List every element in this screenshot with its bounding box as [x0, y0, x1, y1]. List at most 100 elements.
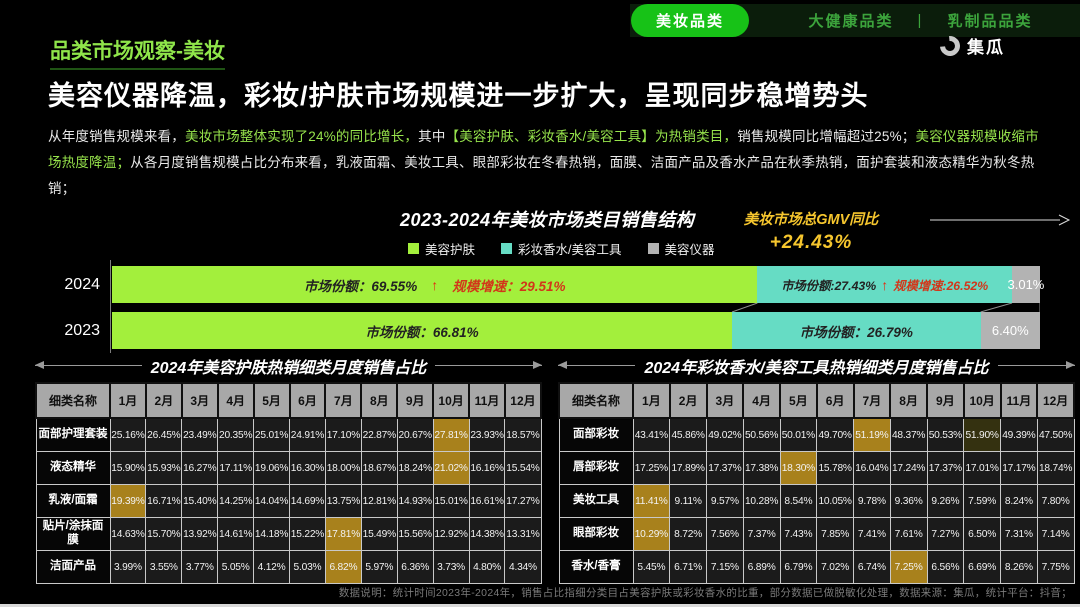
skincare-monthly-table: 2024年美容护肤热销细类月度销售占比细类名称 1月 2月 3月 4月 5月 6月 7月 8月 9…	[35, 354, 543, 584]
table-title: 2024年美容护肤热销细类月度销售占比	[150, 359, 427, 377]
bar-share-label: 市场份额：26.79%	[799, 324, 913, 340]
intro-segment: 从年度销售规模来看，	[48, 129, 185, 144]
row-label: 眼部彩妆	[558, 517, 634, 551]
column-header: 12月	[1036, 382, 1075, 419]
table-cell: 10.05%	[816, 484, 854, 518]
table-cell: 49.39%	[1000, 417, 1038, 452]
bar-value-label: 3.01%	[1007, 277, 1045, 292]
intro-paragraph: 从年度销售规模来看，美妆市场整体实现了24%的同比增长，其中【美容护肤、彩妆香水…	[48, 124, 1050, 202]
table-row: 眼部彩妆 10.29% 8.72% 7.56% 7.37% 7.43% 7.85% 7.41%…	[558, 517, 1075, 551]
table-cell: 6.69%	[963, 550, 1001, 584]
row-label: 香水/香膏	[558, 550, 634, 584]
table-cell: 14.93%	[396, 484, 434, 518]
table-cell: 9.78%	[853, 484, 891, 518]
table-cell: 6.74%	[853, 550, 891, 584]
table-cell: 7.15%	[706, 550, 744, 584]
table-cell: 12.81%	[360, 484, 398, 518]
table-cell: 50.53%	[926, 417, 965, 452]
legend-label: 彩妆香水/美容工具	[518, 243, 622, 257]
table-cell: 14.63%	[109, 517, 147, 551]
gmv-callout: 美妆市场总GMV同比 +24.43%	[736, 208, 886, 254]
legend-item-skincare: 美容护肤	[408, 239, 475, 258]
table-cell: 3.55%	[145, 550, 183, 584]
left-arrow-icon	[558, 361, 636, 369]
table-row: 贴片/涂抹面膜 14.63% 15.70% 13.92% 14.61% 14.18% 15.…	[35, 517, 542, 551]
bar-growth-label: 规模增速:26.52%	[893, 278, 989, 293]
table-title-row: 2024年美容护肤热销细类月度销售占比	[35, 354, 543, 377]
tab-beauty-category[interactable]: 美妆品类	[631, 4, 749, 37]
table-cell: 14.69%	[289, 484, 326, 518]
table-cell: 6.71%	[669, 550, 707, 584]
table-cell: 7.37%	[742, 517, 781, 551]
table-header-row: 细类名称 1月 2月 3月 4月 5月 6月 7月 8月 9月 10月 11月 12月	[35, 382, 543, 419]
column-header: 6月	[288, 382, 327, 419]
table-cell: 15.70%	[145, 517, 183, 551]
column-header: 10月	[962, 382, 1002, 419]
legend-label: 美容仪器	[664, 243, 715, 257]
bar-segment-2024-device: 3.01%	[1008, 266, 1044, 303]
table-cell: 15.40%	[181, 484, 219, 518]
chart-legend: 美容护肤 彩妆香水/美容工具 美容仪器	[408, 239, 715, 258]
row-label: 美妆工具	[558, 484, 634, 518]
table-cell: 6.56%	[926, 550, 965, 584]
data-disclaimer: 数据说明：统计时间2023年-2024年，销售占比指细分类目占美容护肤或彩妆香水…	[338, 587, 1072, 599]
table-cell: 15.93%	[145, 451, 183, 485]
table-cell: 23.93%	[468, 417, 506, 452]
bar-share-label: 市场份额：66.81%	[365, 324, 479, 340]
table-cell: 13.31%	[504, 517, 542, 551]
table-cell: 14.04%	[253, 484, 291, 518]
table-cell: 17.17%	[1000, 451, 1038, 485]
row-label: 唇部彩妆	[558, 451, 634, 485]
table-row: 液态精华 15.90% 15.93% 16.27% 17.11% 19.06% 16.30%…	[35, 451, 542, 485]
table-cell: 3.73%	[432, 550, 470, 584]
table-cell: 9.57%	[706, 484, 744, 518]
table-cell: 24.91%	[289, 417, 326, 452]
table-cell: 14.38%	[468, 517, 506, 551]
table-cell: 7.59%	[963, 484, 1001, 518]
column-header: 8月	[360, 382, 399, 419]
intro-segment: 【美容护肤、彩妆香水/美容工具】为热销类目，	[445, 129, 738, 144]
table-cell: 6.82%	[324, 550, 362, 584]
intro-segment: 其中	[418, 129, 446, 144]
table-cell: 14.61%	[217, 517, 255, 551]
table-row: 乳液/面霜 19.39% 16.71% 15.40% 14.25% 14.04% 14.69…	[35, 484, 542, 518]
table-cell: 48.37%	[889, 417, 928, 452]
tab-health-category[interactable]: 大健康品类	[808, 13, 894, 30]
table-row: 洁面产品 3.99% 3.55% 3.77% 5.05% 4.12% 5.03% 6.82% 5…	[35, 550, 542, 584]
table-cell: 11.41%	[632, 484, 671, 518]
table-cell: 20.67%	[396, 417, 434, 452]
table-row: 美妆工具 11.41% 9.11% 9.57% 10.28% 8.54% 10.05% 9.7…	[558, 484, 1075, 518]
table-title: 2024年彩妆香水/美容工具热销细类月度销售占比	[644, 359, 989, 377]
table-cell: 3.99%	[109, 550, 147, 584]
table-cell: 27.81%	[432, 417, 470, 452]
column-header: 11月	[999, 382, 1039, 419]
bar-segment-2024-skincare: 市场份额：69.55% ↑ 规模增速：29.51%	[112, 266, 758, 303]
table-cell: 49.02%	[706, 417, 744, 452]
table-row: 面部护理套装 25.16% 26.45% 23.49% 20.35% 25.01% 24.9…	[35, 417, 542, 452]
table-cell: 16.16%	[468, 451, 506, 485]
table-cell: 19.06%	[253, 451, 291, 485]
column-header: 11月	[468, 382, 506, 419]
table-cell: 4.80%	[468, 550, 506, 584]
table-cell: 17.89%	[669, 451, 707, 485]
bar-connector-lines	[731, 303, 1040, 312]
column-header: 7月	[324, 382, 363, 419]
table-cell: 17.11%	[217, 451, 255, 485]
legend-swatch-makeup-icon	[501, 243, 513, 254]
table-cell: 7.41%	[853, 517, 891, 551]
table-cell: 7.02%	[816, 550, 854, 584]
row-label: 洁面产品	[35, 550, 111, 584]
column-header: 9月	[396, 382, 435, 419]
monthly-share-table: 细类名称 1月 2月 3月 4月 5月 6月 7月 8月 9月 10月 11月 12月 面部护理套装 25.…	[35, 382, 543, 584]
column-header: 3月	[705, 382, 745, 419]
row-label: 面部护理套装	[35, 417, 111, 452]
section-eyebrow: 品类市场观察-美妆	[50, 35, 225, 70]
table-cell: 5.97%	[360, 550, 398, 584]
intro-segment: 美容仪器规模收缩市场热度降温；	[48, 129, 1039, 170]
table-cell: 7.43%	[779, 517, 818, 551]
table-row: 唇部彩妆 17.25% 17.89% 17.37% 17.38% 18.30% 15.78%…	[558, 451, 1075, 485]
table-cell: 15.01%	[432, 484, 470, 518]
table-row: 香水/香膏 5.45% 6.71% 7.15% 6.89% 6.79% 7.02% 6.74%…	[558, 550, 1075, 584]
column-header: 4月	[216, 382, 255, 419]
tab-dairy-category[interactable]: 乳制品品类	[947, 13, 1033, 30]
